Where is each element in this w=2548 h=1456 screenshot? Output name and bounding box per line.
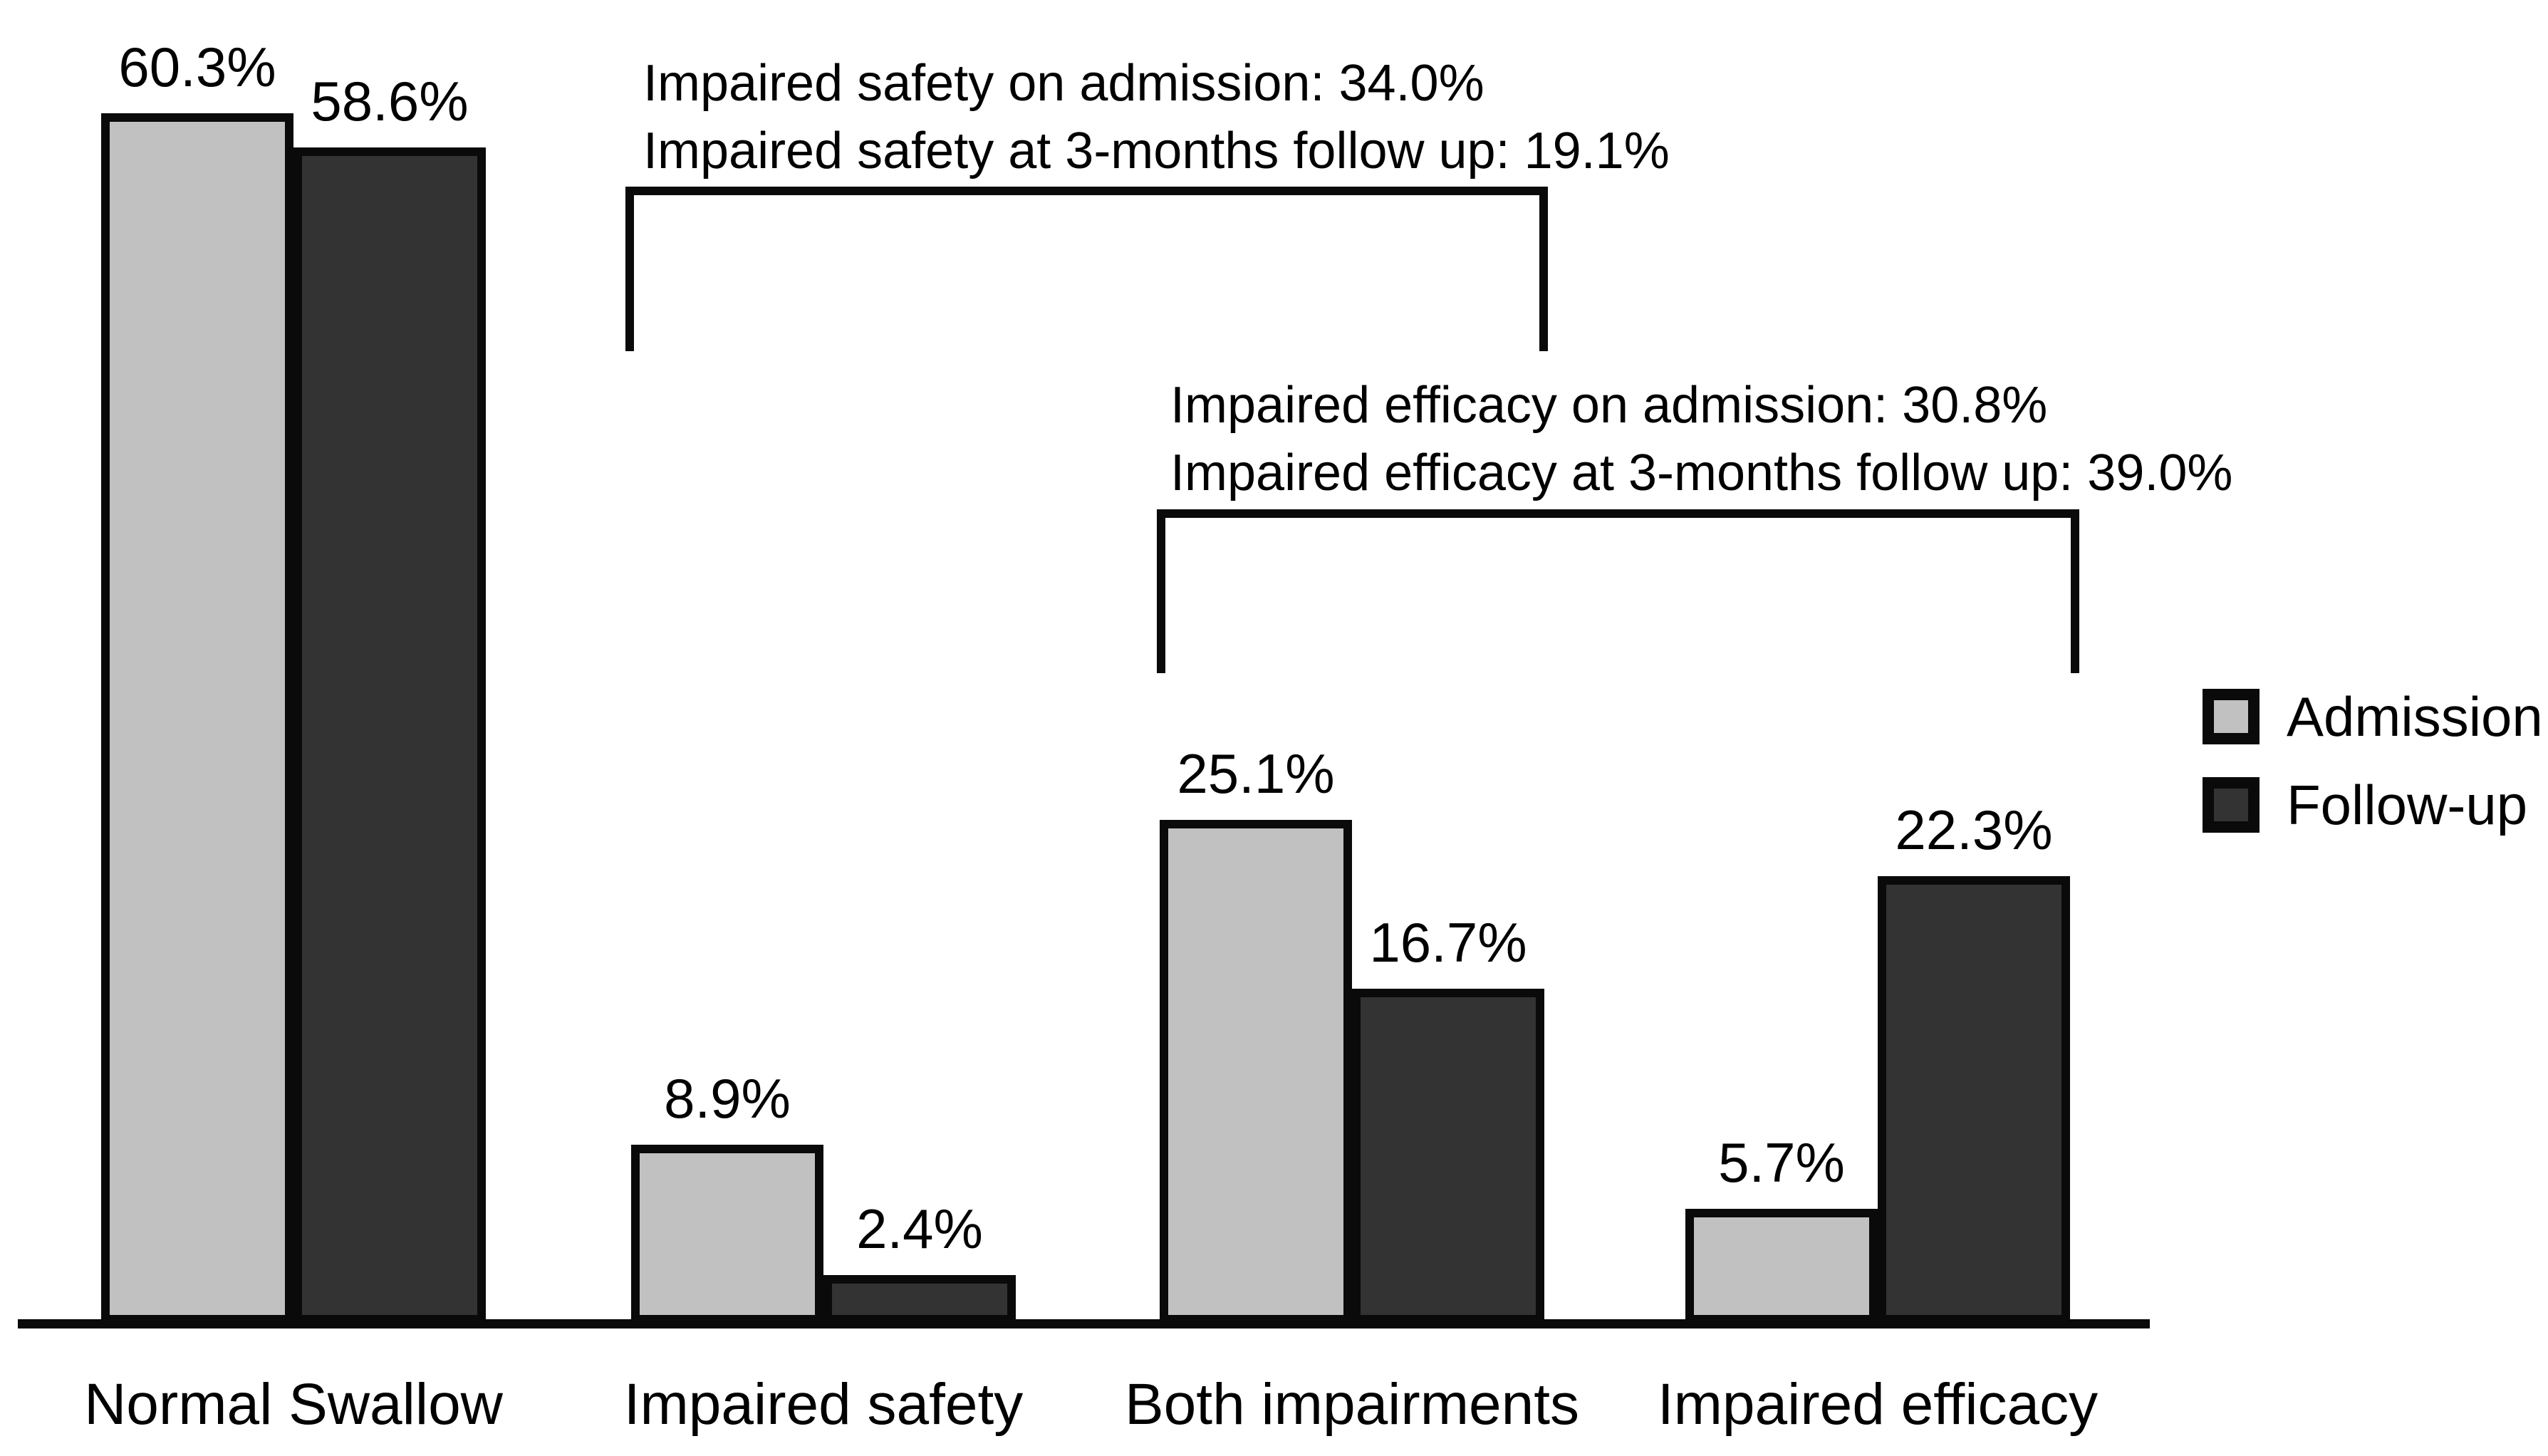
bar-value-label-admission-impaired-efficacy: 5.7% (1718, 1131, 1845, 1194)
efficacy-bracket (1157, 509, 2079, 673)
bar-value-label-follow-up-impaired-efficacy: 22.3% (1895, 799, 2053, 861)
bar-value-label-admission-normal-swallow: 60.3% (118, 36, 276, 98)
legend: Admission Follow-up (2203, 688, 2543, 865)
category-label-impaired-safety: Impaired safety (623, 1372, 1024, 1437)
bar-follow-up-impaired-efficacy (1878, 876, 2070, 1324)
admission-swatch-icon (2203, 689, 2260, 744)
safety-annotation: Impaired safety on admission: 34.0% Impa… (643, 50, 1670, 185)
x-axis-line (18, 1319, 2150, 1328)
bar-value-label-follow-up-impaired-safety: 2.4% (856, 1197, 983, 1260)
bar-admission-normal-swallow (101, 113, 293, 1324)
bar-admission-both-impairments (1160, 820, 1352, 1324)
followup-swatch-icon (2203, 777, 2260, 833)
bar-follow-up-normal-swallow (293, 147, 486, 1324)
efficacy-annotation-line-1: Impaired efficacy on admission: 30.8% (1170, 377, 2048, 434)
safety-bracket (625, 187, 1548, 351)
bar-value-label-follow-up-both-impairments: 16.7% (1369, 911, 1527, 974)
legend-label-admission: Admission (2287, 685, 2543, 748)
bar-follow-up-impaired-safety (823, 1275, 1016, 1324)
bar-value-label-admission-both-impairments: 25.1% (1177, 742, 1335, 805)
efficacy-annotation-line-2: Impaired efficacy at 3-months follow up:… (1170, 444, 2233, 501)
category-label-normal-swallow: Normal Swallow (84, 1372, 503, 1437)
legend-item-followup: Follow-up (2203, 776, 2543, 833)
category-label-both-impairments: Both impairments (1124, 1372, 1580, 1437)
legend-item-admission: Admission (2203, 688, 2543, 745)
bar-value-label-follow-up-normal-swallow: 58.6% (311, 70, 469, 132)
bar-value-label-admission-impaired-safety: 8.9% (664, 1067, 791, 1130)
bar-admission-impaired-safety (631, 1145, 823, 1324)
efficacy-annotation: Impaired efficacy on admission: 30.8% Im… (1170, 372, 2232, 507)
legend-label-followup: Follow-up (2287, 774, 2528, 836)
bar-follow-up-both-impairments (1352, 989, 1544, 1324)
safety-annotation-line-1: Impaired safety on admission: 34.0% (643, 55, 1484, 112)
category-label-impaired-efficacy: Impaired efficacy (1657, 1372, 2099, 1437)
safety-annotation-line-2: Impaired safety at 3-months follow up: 1… (643, 123, 1670, 180)
bar-admission-impaired-efficacy (1685, 1209, 1878, 1324)
